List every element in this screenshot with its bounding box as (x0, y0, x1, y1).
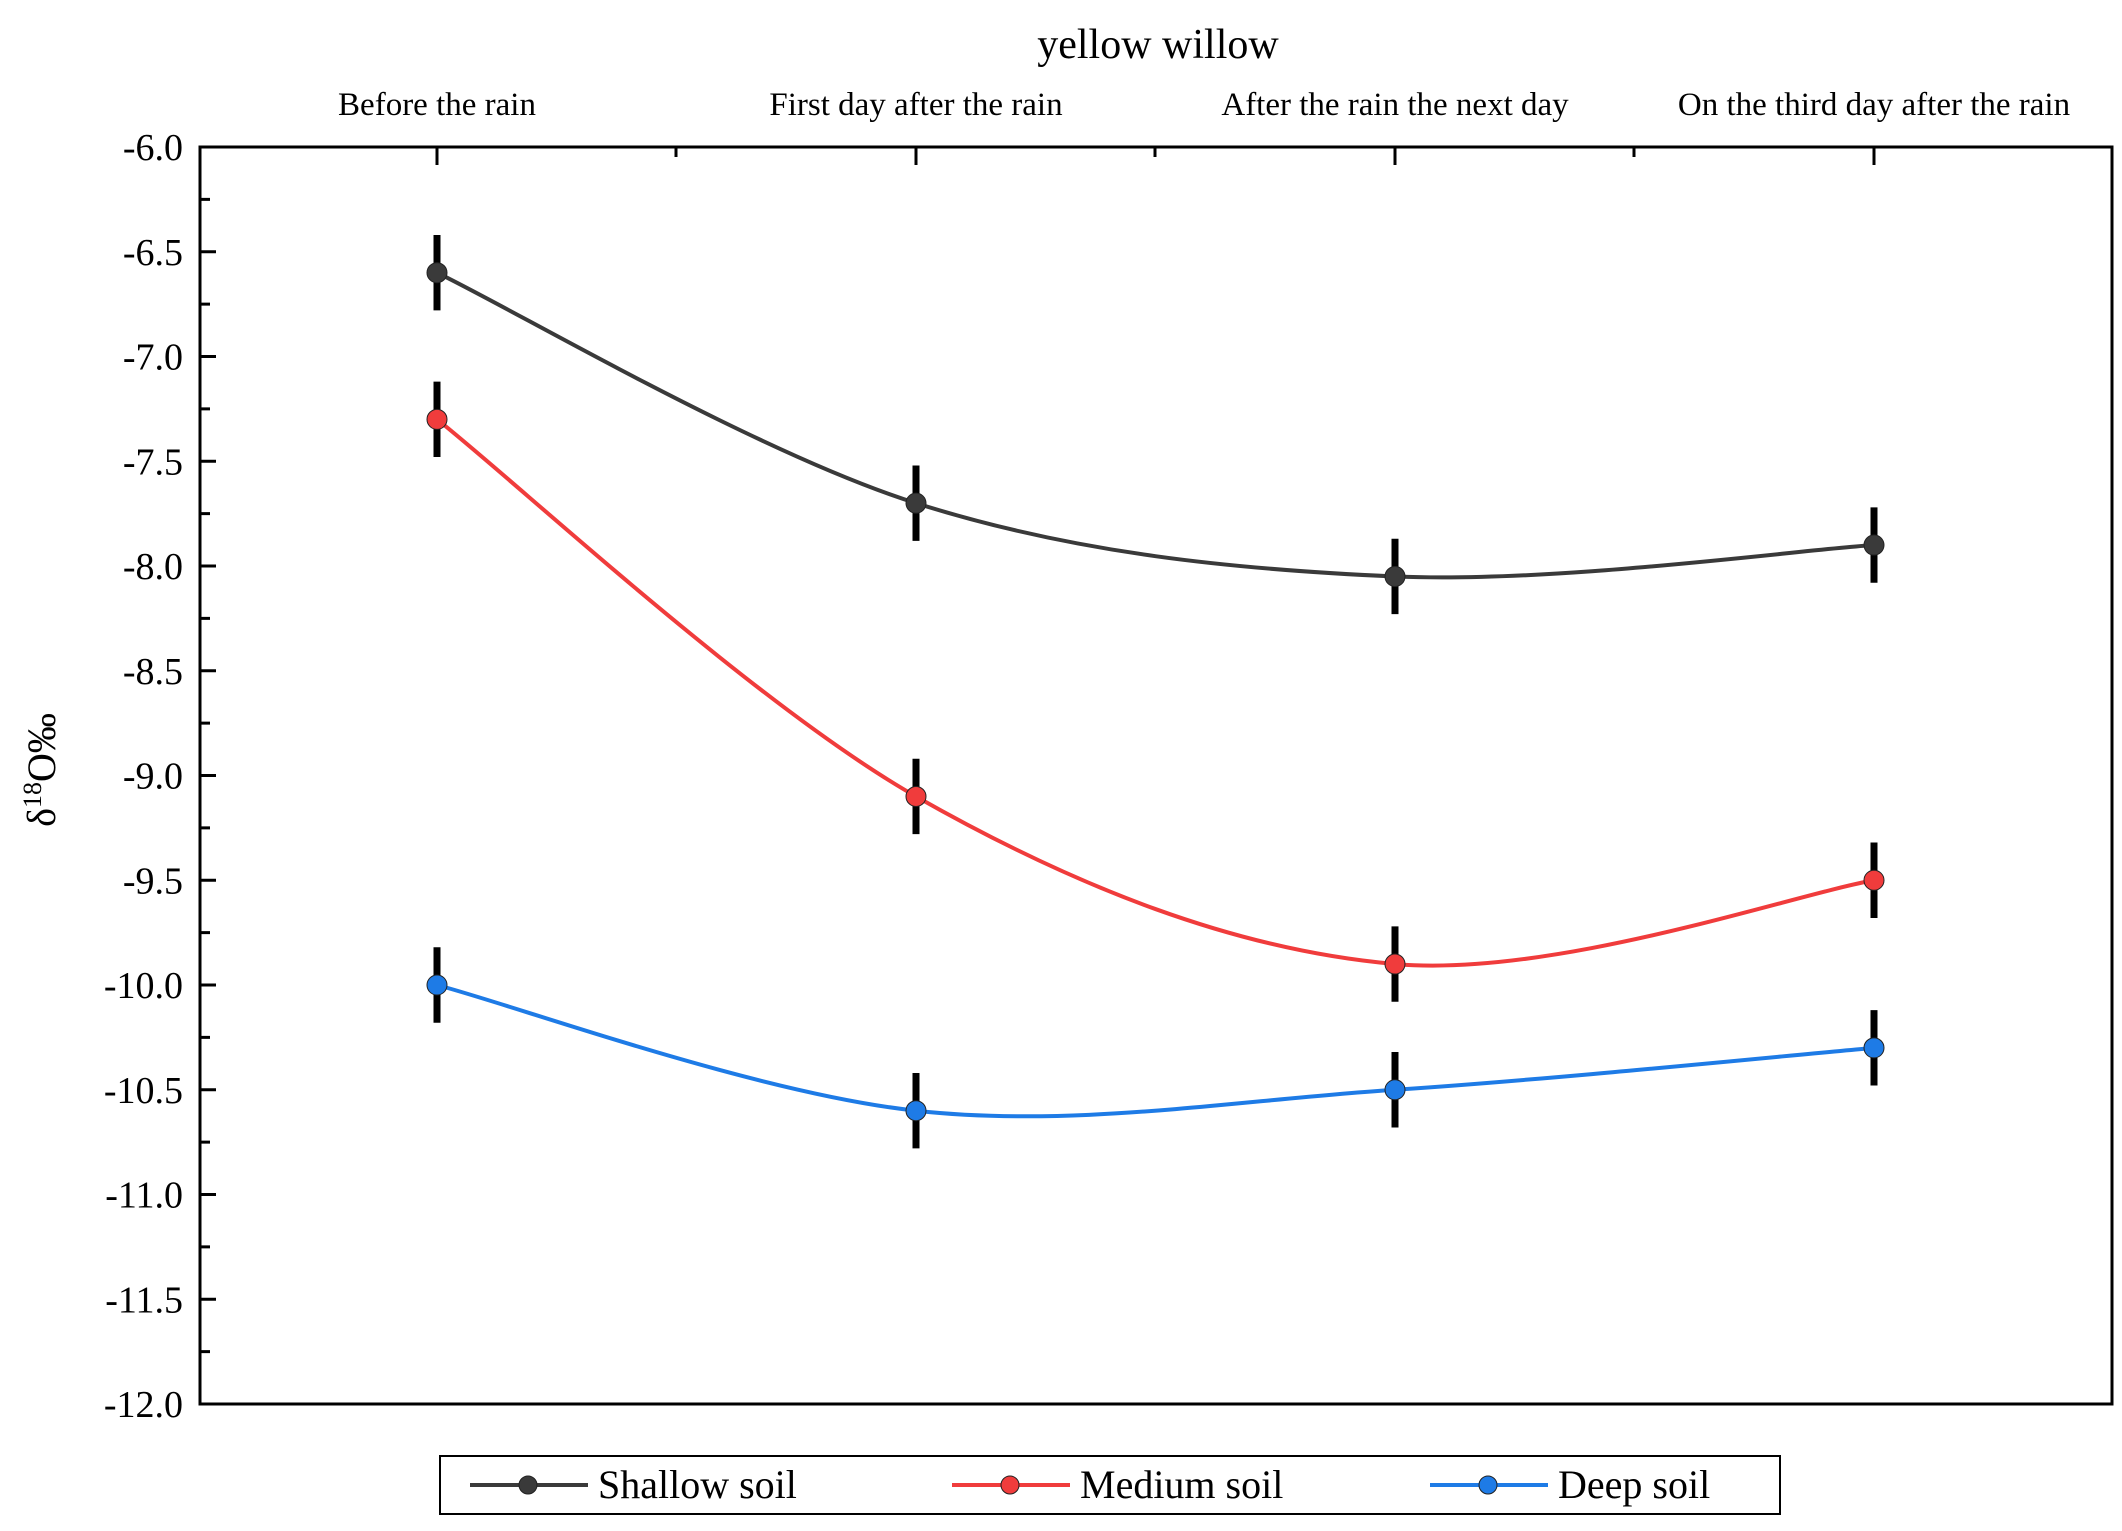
legend-marker (518, 1475, 538, 1495)
series-deep-soil (426, 947, 1885, 1149)
y-tick-label: -6.0 (123, 127, 183, 169)
y-tick-label: -8.5 (123, 651, 183, 693)
y-tick-label: -11.0 (105, 1175, 183, 1217)
y-tick-label: -12.0 (104, 1384, 183, 1426)
data-point (1863, 534, 1885, 556)
y-tick-labels: -6.0 -6.5 -7.0 -7.5 -8.0 -8.5 -9.0 -9.5 -10.0 -10… (104, 127, 183, 1426)
y-tick-label: -8.0 (123, 546, 183, 588)
series-line (436, 270, 1875, 580)
series-layer (426, 234, 1885, 1149)
category-label: On the third day after the rain (1678, 87, 2070, 123)
series-medium-soil (426, 381, 1885, 1002)
series-shallow-soil (426, 234, 1885, 615)
legend: Shallow soil Medium soil Deep soil (439, 1455, 1781, 1515)
y-axis-label-sup: 18 (18, 782, 47, 808)
data-point (1384, 1079, 1406, 1101)
data-point (905, 1100, 927, 1122)
data-point (426, 974, 448, 996)
y-tick-label: -7.5 (123, 441, 183, 483)
legend-item: Shallow soil (470, 1462, 797, 1507)
plot-frame (198, 145, 2114, 1406)
series-line (436, 983, 1875, 1119)
legend-marker (1000, 1475, 1020, 1495)
y-tick-label: -11.5 (105, 1279, 183, 1321)
legend-label: Medium soil (1080, 1462, 1283, 1507)
category-label: Before the rain (338, 87, 536, 123)
data-point (1384, 953, 1406, 975)
category-labels: Before the rain First day after the rain A… (338, 87, 2070, 123)
y-axis-label-main: δ (19, 808, 64, 827)
chart-title: yellow willow (1037, 22, 1279, 68)
category-label: After the rain the next day (1221, 87, 1569, 123)
y-axis-label-tail: O‰ (19, 713, 64, 782)
legend-item: Deep soil (1430, 1462, 1710, 1507)
legend-item: Medium soil (952, 1462, 1283, 1507)
legend-label: Deep soil (1558, 1462, 1710, 1507)
legend-marker (1478, 1475, 1498, 1495)
data-point (1863, 869, 1885, 891)
y-tick-label: -6.5 (123, 232, 183, 274)
data-point (1384, 565, 1406, 587)
legend-box (439, 1455, 1781, 1515)
data-point (426, 408, 448, 430)
data-point (905, 785, 927, 807)
data-point (905, 492, 927, 514)
data-point (1863, 1037, 1885, 1059)
category-label: First day after the rain (769, 87, 1062, 123)
data-point (426, 262, 448, 284)
legend-label: Shallow soil (598, 1462, 797, 1507)
y-axis-label: δ18O‰ (18, 713, 64, 827)
y-tick-label: -9.5 (123, 860, 183, 902)
series-line (435, 417, 1875, 968)
y-tick-label: -10.5 (104, 1070, 183, 1112)
axis-ticks (200, 145, 1876, 1406)
y-tick-label: -9.0 (123, 756, 183, 798)
y-tick-label: -7.0 (123, 337, 183, 379)
y-tick-label: -10.0 (104, 965, 183, 1007)
